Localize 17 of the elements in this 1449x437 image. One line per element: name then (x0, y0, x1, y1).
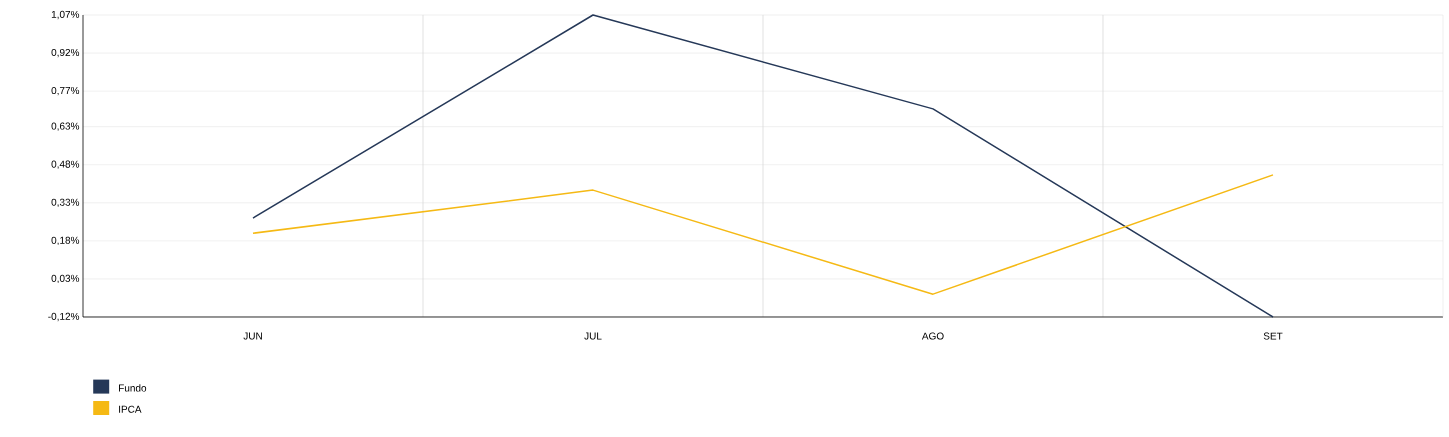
y-tick-label: 0,77% (51, 87, 80, 96)
y-tick-label: 0,48% (51, 160, 80, 169)
x-tick-label: JUN (243, 332, 262, 340)
y-tick-label: 0,33% (51, 198, 80, 207)
y-tick-label: 0,63% (51, 122, 80, 131)
x-tick-label: AGO (921, 332, 944, 340)
y-tick-label: 0,18% (51, 236, 80, 245)
y-tick-label: 0,03% (51, 274, 80, 284)
legend-label: IPCA (119, 405, 142, 413)
y-tick-label: -0,12% (48, 312, 80, 322)
legend-label: Fundo (119, 384, 147, 392)
y-tick-label: 1,07% (51, 10, 80, 20)
line-series (252, 174, 1274, 295)
x-tick-label: SET (1263, 332, 1283, 340)
x-tick-label: JUL (584, 332, 602, 340)
y-tick-label: 0,92% (51, 48, 80, 58)
line-series (252, 14, 1274, 318)
